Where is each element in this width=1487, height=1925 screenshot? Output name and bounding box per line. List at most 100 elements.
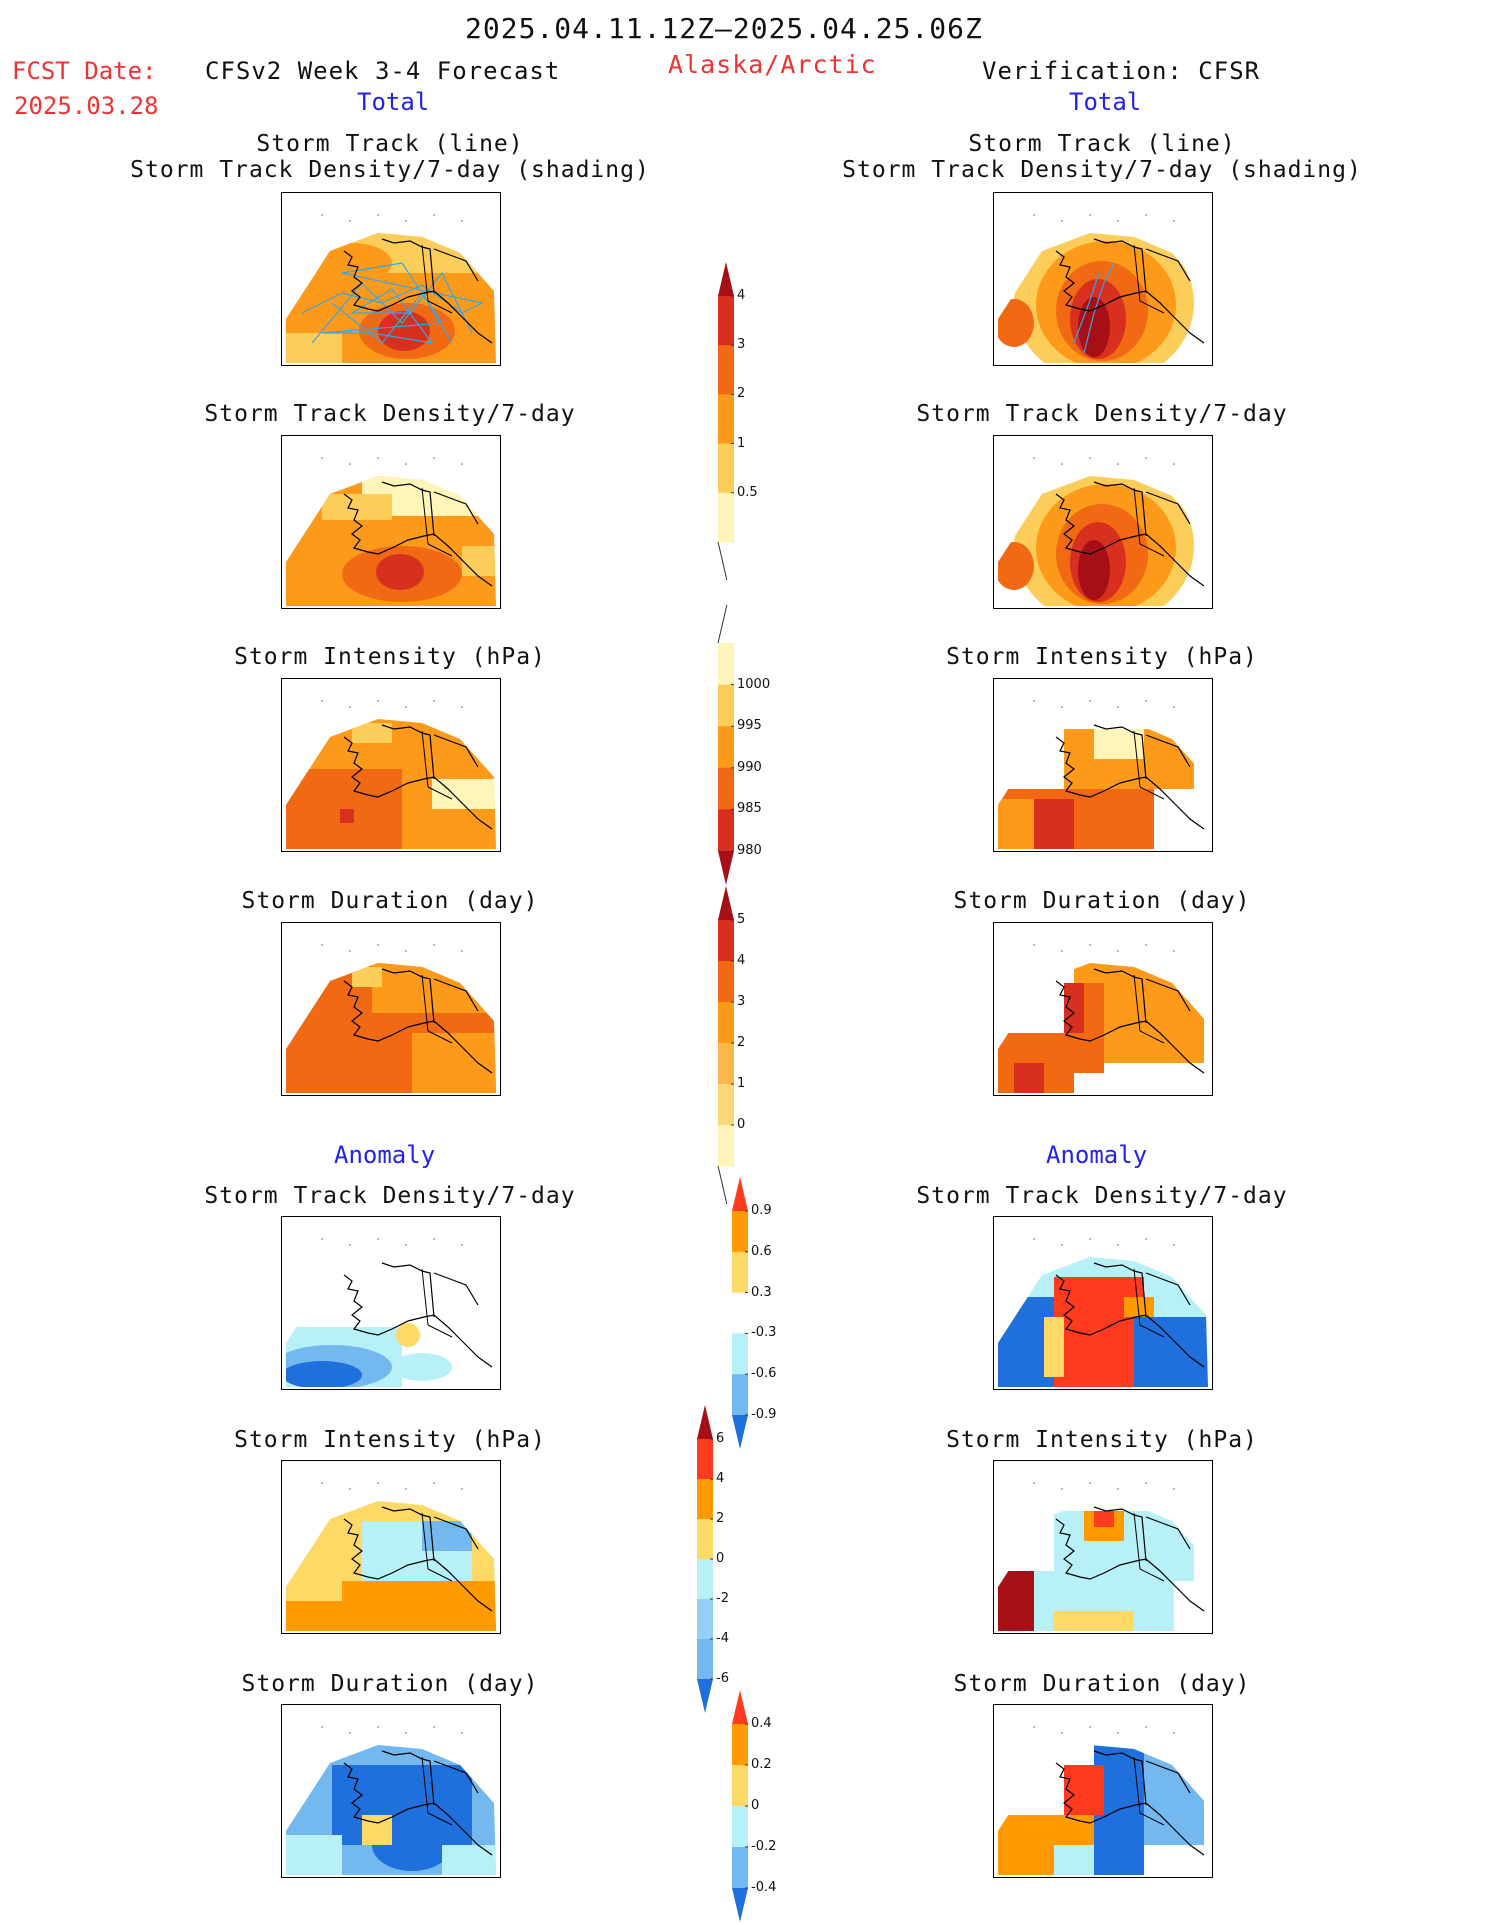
coastline <box>343 724 493 830</box>
map-shade <box>462 546 496 576</box>
colorbar-block <box>718 394 734 445</box>
left-anom-density-title: Storm Track Density/7-day <box>204 1183 576 1209</box>
colorbar-label: 0 <box>716 1551 725 1566</box>
colorbar-cap-bottom <box>732 1415 748 1449</box>
coastline <box>343 968 493 1074</box>
graticule-dot <box>1173 950 1175 952</box>
region-title: Alaska/Arctic <box>668 50 877 79</box>
map-shade <box>1054 1845 1094 1875</box>
colorbar-block <box>732 1211 748 1253</box>
graticule-dot <box>321 1482 323 1484</box>
right-anom-duration-map <box>993 1704 1213 1878</box>
colorbar-block <box>718 684 734 727</box>
graticule-dot <box>1117 706 1119 708</box>
map-shade <box>352 723 392 743</box>
map-shade <box>286 1571 342 1601</box>
graticule-dot <box>405 1732 407 1734</box>
colorbar-block <box>697 1639 713 1680</box>
border-line <box>421 1512 453 1582</box>
graticule-dot <box>1117 220 1119 222</box>
right-density-title: Storm Track Density/7-day <box>916 401 1288 427</box>
graticule-dot <box>1173 463 1175 465</box>
colorbar-cap-bottom <box>718 851 734 885</box>
graticule-dot <box>1033 457 1035 459</box>
fcst-date-value: 2025.03.28 <box>14 92 159 120</box>
map-shade <box>998 799 1034 849</box>
colorbar-block <box>718 767 734 810</box>
colorbar-label: 980 <box>737 843 762 858</box>
map-shade <box>1034 799 1074 849</box>
graticule-dot <box>1089 944 1091 946</box>
map-shade <box>1078 297 1110 357</box>
graticule-dot <box>1061 950 1063 952</box>
left-anomaly-label: Anomaly <box>334 1141 436 1169</box>
map-shade <box>322 494 392 520</box>
colorbar-label: 1000 <box>737 676 771 692</box>
graticule-dot <box>1033 1482 1035 1484</box>
colorbar-block <box>718 296 734 346</box>
colorbar-label: 995 <box>737 718 762 734</box>
storm-track-line <box>1073 262 1115 354</box>
map-shade <box>340 809 354 823</box>
coastline <box>1055 968 1205 1074</box>
graticule-dot <box>321 457 323 459</box>
left-anom-duration-title: Storm Duration (day) <box>241 1671 539 1697</box>
colorbar-block <box>718 643 734 686</box>
colorbar-block <box>697 1439 713 1480</box>
map-shade <box>412 1033 496 1093</box>
colorbar-label: 0.5 <box>737 484 758 500</box>
density-colorbar <box>717 262 734 581</box>
coastline <box>1055 238 1205 344</box>
date-range-title: 2025.04.11.12Z–2025.04.25.06Z <box>465 12 983 45</box>
map-shade <box>1044 1317 1064 1377</box>
map-shade <box>392 1353 452 1381</box>
graticule-dot <box>461 463 463 465</box>
colorbar-block <box>697 1599 713 1640</box>
border-line <box>1133 974 1165 1044</box>
right-anom-density-title: Storm Track Density/7-day <box>916 1183 1288 1209</box>
colorbar-cap-bottom <box>732 1888 748 1922</box>
coastline <box>343 481 493 587</box>
colorbar-label: 3 <box>737 994 746 1009</box>
colorbar-block <box>718 726 734 769</box>
colorbar-label: 0.9 <box>751 1203 772 1218</box>
duration-colorbar <box>717 886 734 1205</box>
graticule-dot <box>349 950 351 952</box>
colorbar-cap-top <box>697 1405 713 1439</box>
graticule-dot <box>1089 214 1091 216</box>
colorbar-block <box>697 1479 713 1520</box>
graticule-dot <box>1033 1726 1035 1728</box>
graticule-dot <box>349 1244 351 1246</box>
colorbar-label: -0.3 <box>751 1325 777 1341</box>
right-anomaly-label: Anomaly <box>1046 1141 1148 1169</box>
map-shade <box>998 299 1034 347</box>
map-shade <box>1064 1765 1104 1815</box>
border-line <box>421 730 453 800</box>
graticule-dot <box>321 944 323 946</box>
left-duration-title: Storm Duration (day) <box>241 888 539 914</box>
left-track-title-1: Storm Track (line) <box>256 131 524 157</box>
colorbar-cap-top <box>732 1690 748 1724</box>
left-duration-map <box>281 922 501 1096</box>
graticule-dot <box>405 706 407 708</box>
colorbar-label: 5 <box>737 912 746 927</box>
coastline <box>1055 481 1205 587</box>
right-duration-map <box>993 922 1213 1096</box>
border-line <box>421 244 453 314</box>
right-anom-duration-title: Storm Duration (day) <box>953 1671 1251 1697</box>
colorbar-cap-top <box>732 1177 748 1211</box>
colorbar-label: 1 <box>737 435 746 451</box>
right-intensity-title: Storm Intensity (hPa) <box>946 644 1258 670</box>
right-density-map <box>993 435 1213 609</box>
anom-density-colorbar <box>732 1177 748 1449</box>
map-shade <box>422 1521 472 1551</box>
graticule-dot <box>1061 1732 1063 1734</box>
graticule-dot <box>1173 1244 1175 1246</box>
graticule-dot <box>321 700 323 702</box>
graticule-dot <box>1061 1244 1063 1246</box>
left-track-title-2: Storm Track Density/7-day (shading) <box>130 157 650 183</box>
coastline <box>343 1262 493 1368</box>
border-line <box>1133 244 1165 314</box>
map-shade <box>442 1845 496 1875</box>
colorbar-label: -0.4 <box>751 1880 777 1895</box>
